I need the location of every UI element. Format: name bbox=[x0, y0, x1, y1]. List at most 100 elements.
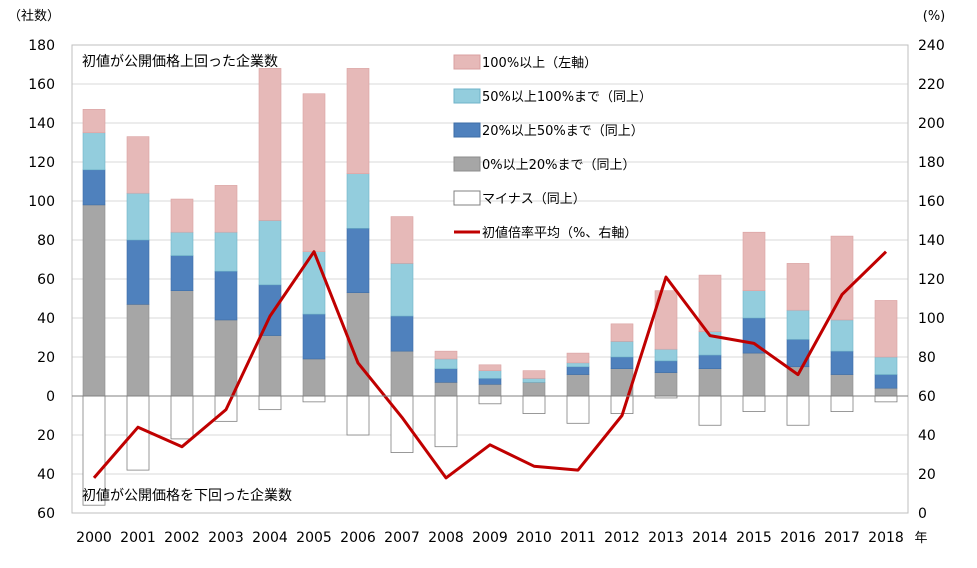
right-tick-label: 0 bbox=[918, 506, 927, 522]
plot-frame bbox=[71, 44, 909, 514]
right-tick-label: 100 bbox=[918, 311, 945, 327]
x-axis-unit: 年 bbox=[914, 531, 927, 546]
x-tick-label: 2000 bbox=[76, 530, 112, 546]
bar-segment-50-100 bbox=[742, 290, 766, 319]
bar-segment-100-plus bbox=[82, 109, 106, 134]
bar-segment-50-100 bbox=[170, 231, 194, 256]
bar-segment-minus bbox=[786, 395, 810, 426]
left-tick-label: 140 bbox=[28, 116, 55, 132]
bar-segment-0-20 bbox=[478, 383, 502, 397]
bar-segment-minus bbox=[258, 395, 282, 411]
right-tick-label: 60 bbox=[918, 389, 936, 405]
legend-item-minus: マイナス（同上） bbox=[453, 190, 586, 207]
bar-segment-50-100 bbox=[258, 220, 282, 286]
bar-segment-100-plus bbox=[434, 350, 458, 360]
x-tick-label: 2013 bbox=[648, 530, 684, 546]
left-tick-label: 60 bbox=[37, 272, 55, 288]
bar-segment-50-100 bbox=[82, 132, 106, 171]
legend-item-average-line: 初値倍率平均（%、右軸） bbox=[454, 225, 637, 241]
bar-segment-20-50 bbox=[390, 315, 414, 352]
left-tick-label: 0 bbox=[46, 389, 55, 405]
bar-segment-0-20 bbox=[214, 319, 238, 397]
right-tick-label: 200 bbox=[918, 116, 945, 132]
x-tick-label: 2007 bbox=[384, 530, 420, 546]
bar-segment-20-50 bbox=[478, 378, 502, 385]
right-tick-label: 160 bbox=[918, 194, 945, 210]
bar-segment-50-100 bbox=[390, 263, 414, 317]
bar-segment-minus bbox=[434, 395, 458, 448]
bar-segment-100-plus bbox=[698, 274, 722, 332]
bar-segment-100-plus bbox=[830, 235, 854, 321]
bar-segment-minus bbox=[566, 395, 590, 424]
bar-segment-20-50 bbox=[258, 284, 282, 336]
left-axis-unit: （社数） bbox=[8, 8, 60, 24]
bar-segment-minus bbox=[346, 395, 370, 436]
legend-swatch bbox=[453, 156, 481, 172]
bar-segment-20-50 bbox=[566, 366, 590, 375]
bar-segment-0-20 bbox=[522, 382, 546, 397]
bar-segment-50-100 bbox=[522, 378, 546, 383]
bar-segment-minus bbox=[830, 395, 854, 413]
bar-segment-0-20 bbox=[170, 290, 194, 397]
legend-item-20-50: 20%以上50%まで（同上） bbox=[453, 122, 644, 139]
x-tick-label: 2014 bbox=[692, 530, 728, 546]
left-tick-label: 40 bbox=[37, 467, 55, 483]
right-tick-label: 80 bbox=[918, 350, 936, 366]
legend-item-50-100: 50%以上100%まで（同上） bbox=[453, 88, 652, 105]
legend-label: 20%以上50%まで（同上） bbox=[482, 124, 644, 139]
gridlines bbox=[71, 44, 909, 514]
left-tick-label: 80 bbox=[37, 233, 55, 249]
legend-item-0-20: 0%以上20%まで（同上） bbox=[453, 156, 636, 173]
bar-segment-20-50 bbox=[170, 255, 194, 292]
bar-segment-0-20 bbox=[258, 335, 282, 397]
bar-segment-20-50 bbox=[610, 356, 634, 369]
bar-segment-50-100 bbox=[214, 231, 238, 272]
legend-label: 100%以上（左軸） bbox=[482, 56, 597, 71]
right-tick-label: 20 bbox=[918, 467, 936, 483]
left-tick-label: 20 bbox=[37, 350, 55, 366]
x-tick-label: 2009 bbox=[472, 530, 508, 546]
bar-segment-minus bbox=[742, 395, 766, 413]
right-axis-unit: (%) bbox=[923, 9, 946, 24]
right-tick-label: 140 bbox=[918, 233, 945, 249]
left-tick-label: 160 bbox=[28, 77, 55, 93]
x-tick-label: 2017 bbox=[824, 530, 860, 546]
bar-segment-50-100 bbox=[874, 356, 898, 375]
right-tick-label: 220 bbox=[918, 77, 945, 93]
bar-segment-0-20 bbox=[698, 368, 722, 397]
bar-segment-minus bbox=[478, 395, 502, 405]
bar-segment-minus bbox=[126, 395, 150, 471]
legend-label: 50%以上100%まで（同上） bbox=[482, 90, 652, 105]
x-tick-label: 2018 bbox=[868, 530, 904, 546]
bar-segment-100-plus bbox=[258, 68, 282, 221]
x-tick-label: 2011 bbox=[560, 530, 596, 546]
bar-segment-100-plus bbox=[302, 93, 326, 252]
left-tick-label: 20 bbox=[37, 428, 55, 444]
right-tick-label: 40 bbox=[918, 428, 936, 444]
bar-segment-100-plus bbox=[126, 136, 150, 194]
bar-segment-20-50 bbox=[214, 270, 238, 321]
annotation-upper: 初値が公開価格上回った企業数 bbox=[82, 53, 278, 70]
left-tick-label: 40 bbox=[37, 311, 55, 327]
legend-label: 初値倍率平均（%、右軸） bbox=[482, 225, 637, 241]
bar-segment-20-50 bbox=[346, 228, 370, 293]
x-tick-label: 2002 bbox=[164, 530, 200, 546]
bar-segment-50-100 bbox=[830, 319, 854, 352]
bar-segment-0-20 bbox=[566, 374, 590, 397]
bar-segment-50-100 bbox=[654, 348, 678, 362]
x-tick-label: 2004 bbox=[252, 530, 288, 546]
axes: 0 20 40 60 80 100 120 140 160 180 20 40 60 0 20 40 60 80 1… bbox=[28, 38, 944, 546]
bar-segment-0-20 bbox=[830, 374, 854, 397]
bar-segment-20-50 bbox=[434, 368, 458, 383]
bar-segment-0-20 bbox=[874, 387, 898, 397]
bar-segment-0-20 bbox=[742, 352, 766, 397]
bar-segment-0-20 bbox=[786, 366, 810, 397]
bar-segment-100-plus bbox=[346, 68, 370, 175]
bar-segment-100-plus bbox=[874, 300, 898, 358]
bar-segment-minus bbox=[698, 395, 722, 426]
bar-segment-100-plus bbox=[566, 352, 590, 364]
x-tick-label: 2008 bbox=[428, 530, 464, 546]
bars bbox=[82, 68, 898, 506]
